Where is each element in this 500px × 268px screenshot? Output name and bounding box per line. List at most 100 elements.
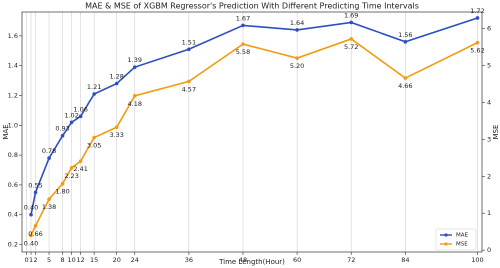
data-label: 0.66 (28, 230, 42, 238)
x-tick-label: 100 (471, 256, 483, 264)
point (403, 76, 408, 80)
point (69, 120, 74, 125)
y-tick-label: 1.0 (8, 121, 18, 129)
y-axis-label: MAE (2, 124, 10, 139)
data-label: 3.33 (109, 131, 123, 139)
point (349, 20, 354, 25)
data-label: 0.40 (24, 239, 38, 247)
x-tick-label: 48 (239, 256, 247, 264)
data-label: 5.72 (344, 43, 358, 51)
data-label: 4.57 (182, 85, 196, 93)
point (92, 92, 96, 96)
x-tick-label: 15 (90, 256, 98, 264)
x-tick-label: 36 (185, 256, 193, 264)
point (33, 190, 38, 195)
y-tick-label: 0.8 (8, 151, 18, 159)
point (349, 37, 354, 41)
y-tick-label: 1.2 (8, 91, 18, 99)
y-tick-label: 0.2 (8, 241, 18, 249)
data-label: 0.78 (42, 147, 56, 155)
point (114, 125, 119, 129)
x-tick-label: 20 (113, 256, 121, 264)
data-label: 0.40 (24, 204, 38, 212)
data-label: 1.38 (42, 203, 56, 211)
y-tick-label: 1.4 (8, 62, 18, 70)
point (60, 181, 65, 186)
data-label: 1.28 (109, 73, 123, 81)
y2-tick-label: 6 (487, 25, 491, 33)
data-label: 1.02 (64, 111, 78, 119)
point (241, 23, 245, 28)
point (33, 223, 38, 228)
legend-marker (444, 233, 448, 237)
point (78, 159, 83, 163)
point (295, 28, 299, 32)
point (60, 133, 65, 138)
x-tick-label: 8 (61, 256, 65, 264)
point (475, 16, 480, 20)
legend-label: MAE (456, 233, 469, 239)
point (47, 156, 51, 160)
y2-axis-label: MSE (492, 125, 500, 140)
y-tick-label: 0.4 (8, 211, 18, 219)
data-label: 1.64 (290, 19, 304, 27)
legend-marker (444, 242, 448, 246)
point (114, 81, 119, 86)
data-label: 4.66 (398, 82, 412, 90)
point (403, 40, 408, 44)
x-tick-label: 5 (47, 256, 51, 264)
x-tick-label: 60 (293, 256, 301, 264)
point (295, 56, 299, 60)
point (132, 94, 137, 98)
data-label: 1.80 (55, 188, 69, 196)
data-label: 1.67 (236, 14, 250, 22)
x-tick-label: 24 (131, 256, 139, 264)
data-label: 1.69 (344, 11, 358, 19)
data-label: 3.05 (87, 142, 101, 150)
point (241, 42, 245, 46)
data-label: 5.58 (236, 48, 250, 56)
y2-tick-label: 3 (487, 135, 491, 143)
point (132, 65, 137, 69)
data-label: 5.20 (290, 62, 304, 70)
y2-tick-label: 4 (487, 98, 491, 106)
point (29, 212, 33, 217)
series-line (30, 38, 478, 236)
x-tick-label: 12 (76, 256, 84, 264)
x-tick-label: 10 (67, 256, 75, 264)
data-label: 0.55 (28, 181, 42, 189)
point (187, 79, 191, 84)
y2-tick-label: 2 (487, 172, 491, 180)
point (69, 166, 74, 170)
data-label: 0.93 (55, 125, 69, 133)
data-label: 1.21 (87, 83, 101, 91)
legend-label: MSE (456, 242, 468, 248)
y2-tick-label: 0 (487, 246, 491, 254)
chart-title: MAE & MSE of XGBM Regressor's Prediction… (85, 2, 419, 11)
point (187, 47, 191, 52)
data-label: 2.41 (73, 165, 87, 173)
x-tick-label: 0 (24, 256, 28, 264)
point (475, 40, 480, 45)
y2-tick-label: 5 (487, 62, 491, 70)
data-label: 1.51 (182, 38, 196, 46)
plot-frame (21, 11, 483, 253)
point (92, 135, 96, 140)
x-tick-label: 1 (29, 256, 33, 264)
x-axis-label: Time Length(Hour) (218, 258, 285, 266)
data-label: 1.72 (470, 7, 484, 15)
x-tick-label: 2 (33, 256, 37, 264)
x-tick-label: 72 (347, 256, 355, 264)
x-tick-label: 84 (401, 256, 409, 264)
data-label: 1.56 (398, 31, 412, 39)
data-label: 1.06 (73, 105, 87, 113)
y-tick-label: 0.6 (8, 181, 18, 189)
y2-tick-label: 1 (487, 209, 491, 217)
point (29, 233, 33, 238)
data-label: 4.18 (128, 100, 142, 108)
point (47, 197, 51, 201)
point (78, 114, 83, 119)
data-label: 5.62 (470, 47, 484, 55)
data-label: 2.23 (64, 172, 78, 180)
